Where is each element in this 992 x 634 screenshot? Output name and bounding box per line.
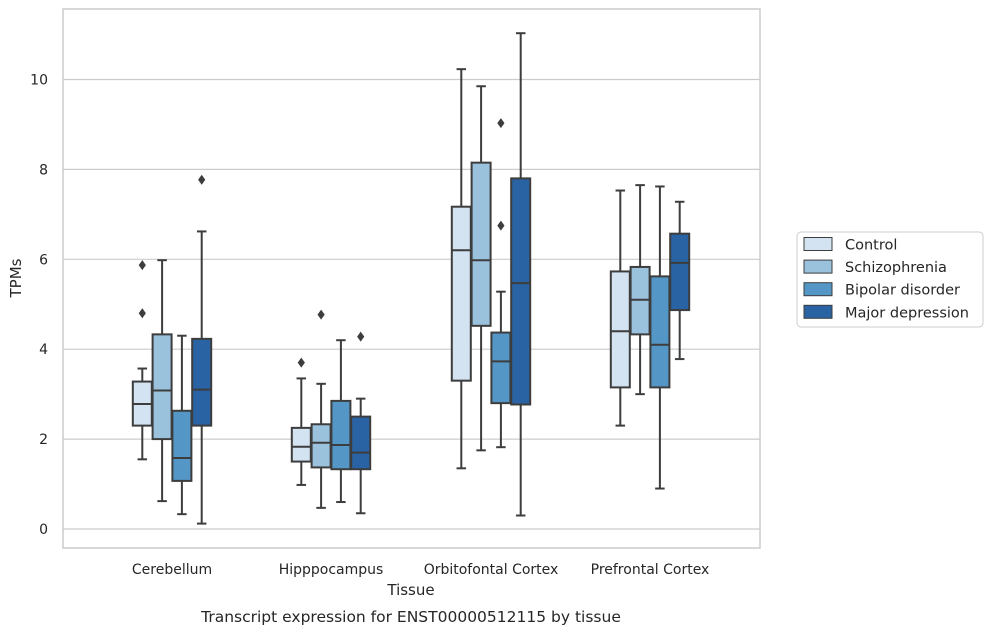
legend-swatch	[803, 237, 833, 251]
y-tick-label: 8	[39, 162, 48, 178]
box-1-1	[310, 309, 332, 509]
x-tick-label: Hipppocampus	[279, 562, 384, 578]
x-axis-label: Tissue	[386, 581, 434, 599]
box-1-2	[330, 339, 352, 504]
legend-swatch	[803, 259, 833, 274]
legend-label: Schizophrenia	[845, 260, 947, 276]
legend-label: Bipolar disorder	[845, 283, 960, 299]
y-tick-label: 4	[39, 342, 48, 358]
legend-label: Control	[845, 238, 897, 254]
chart-caption: Transcript expression for ENST0000051211…	[200, 608, 621, 626]
box-1-3	[350, 331, 372, 515]
legend-swatch	[803, 304, 833, 319]
box-3-1	[629, 184, 651, 396]
box-groups	[131, 32, 691, 525]
y-axis-label: TPMs	[7, 258, 25, 298]
legend-label: Major depression	[845, 305, 969, 321]
box-iqr	[310, 423, 332, 469]
outlier-point	[138, 260, 146, 271]
x-tick-labels: Cerebellum Hipppocampus Orbitofontal Corte…	[132, 562, 709, 578]
box-iqr	[490, 331, 512, 405]
y-tick-label: 2	[39, 432, 48, 448]
y-tick-labels: 0 2 4 6 8 10	[30, 73, 48, 539]
x-tick-label: Prefrontal Cortex	[591, 562, 710, 578]
outlier-point	[497, 220, 505, 231]
box-iqr	[191, 337, 213, 427]
box-3-3	[669, 200, 691, 361]
box-iqr	[510, 177, 532, 406]
box-iqr	[350, 415, 372, 471]
outlier-point	[317, 309, 325, 320]
x-tick-label: Cerebellum	[132, 562, 212, 578]
box-iqr	[649, 275, 671, 389]
box-iqr	[151, 333, 173, 441]
legend-frame	[796, 231, 984, 328]
y-tick-label: 10	[30, 73, 48, 89]
outlier-point	[357, 331, 365, 342]
box-iqr	[669, 232, 691, 312]
x-tick-label: Orbitofontal Cortex	[424, 562, 559, 578]
outlier-point	[497, 118, 505, 129]
box-iqr	[470, 161, 492, 327]
box-0-2	[171, 334, 193, 516]
y-tick-label: 6	[39, 252, 48, 268]
outlier-point	[138, 308, 146, 319]
y-tick-label: 0	[39, 522, 48, 538]
box-iqr	[450, 205, 472, 382]
box-iqr	[609, 270, 631, 389]
box-iqr	[330, 399, 352, 471]
box-0-3	[191, 174, 213, 525]
box-iqr	[171, 409, 193, 482]
legend: Control Schizophrenia Bipolar disorder Majo…	[796, 231, 984, 328]
box-iqr	[290, 426, 312, 463]
legend-swatch	[803, 282, 833, 297]
plot-frame	[62, 8, 761, 549]
outlier-point	[297, 357, 305, 368]
box-1-0	[290, 357, 312, 486]
box-2-3	[510, 32, 532, 517]
box-2-0	[450, 68, 472, 470]
box-2-2	[490, 118, 512, 449]
box-0-1	[151, 259, 173, 503]
box-3-2	[649, 185, 671, 490]
outlier-point	[198, 174, 206, 185]
box-2-1	[470, 85, 492, 452]
